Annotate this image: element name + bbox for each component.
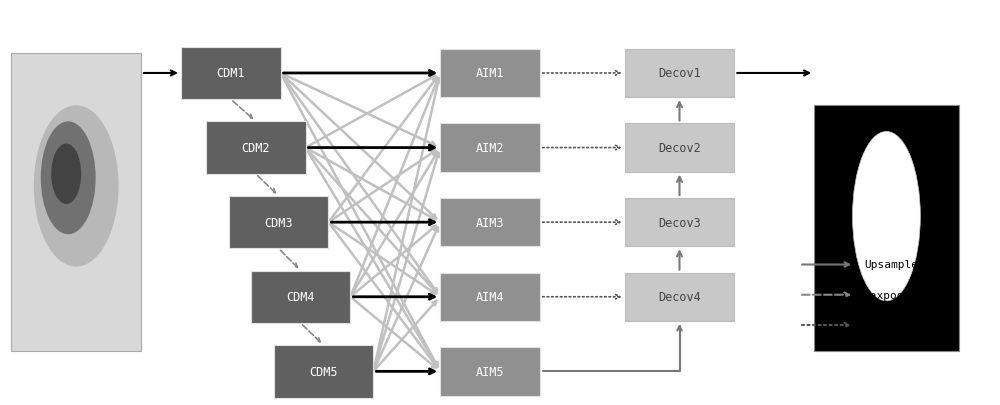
FancyBboxPatch shape	[274, 345, 373, 398]
Text: CDM1: CDM1	[216, 67, 245, 80]
Ellipse shape	[51, 144, 81, 205]
Text: Decov2: Decov2	[658, 142, 701, 155]
FancyBboxPatch shape	[440, 347, 540, 396]
Ellipse shape	[853, 132, 920, 301]
Text: AIM2: AIM2	[476, 142, 504, 155]
Text: Decov1: Decov1	[658, 67, 701, 80]
Text: Upsample: Upsample	[864, 260, 918, 270]
FancyBboxPatch shape	[625, 50, 734, 98]
Ellipse shape	[41, 122, 96, 234]
FancyBboxPatch shape	[11, 54, 141, 351]
FancyBboxPatch shape	[625, 273, 734, 321]
FancyBboxPatch shape	[625, 124, 734, 173]
Text: AIM1: AIM1	[476, 67, 504, 80]
Text: Decov3: Decov3	[658, 216, 701, 229]
FancyBboxPatch shape	[440, 198, 540, 247]
FancyBboxPatch shape	[440, 50, 540, 98]
Text: CDM2: CDM2	[241, 142, 270, 155]
FancyBboxPatch shape	[625, 198, 734, 247]
FancyBboxPatch shape	[440, 273, 540, 321]
Text: Maxpool: Maxpool	[864, 290, 911, 300]
FancyBboxPatch shape	[206, 122, 306, 174]
Text: AIM3: AIM3	[476, 216, 504, 229]
Text: CDM4: CDM4	[286, 290, 315, 303]
FancyBboxPatch shape	[181, 48, 281, 100]
FancyBboxPatch shape	[440, 124, 540, 173]
Text: AIM5: AIM5	[476, 365, 504, 378]
Text: Skipconnect: Skipconnect	[864, 320, 938, 330]
Text: Decov4: Decov4	[658, 290, 701, 303]
Ellipse shape	[34, 106, 119, 267]
Text: CDM5: CDM5	[309, 365, 338, 378]
FancyBboxPatch shape	[814, 106, 959, 351]
FancyBboxPatch shape	[251, 271, 350, 323]
FancyBboxPatch shape	[229, 196, 328, 249]
Text: CDM3: CDM3	[264, 216, 293, 229]
Text: AIM4: AIM4	[476, 290, 504, 303]
